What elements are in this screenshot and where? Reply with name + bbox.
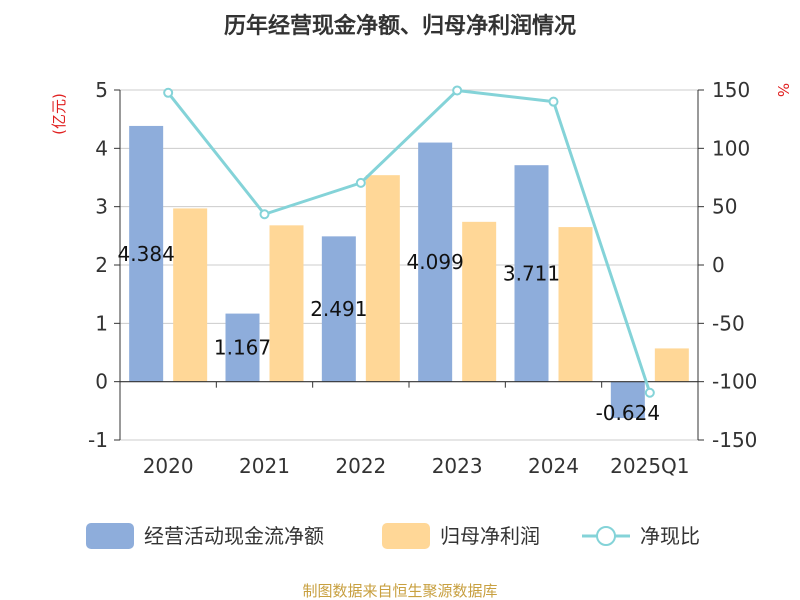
legend-label-net-profit: 归母净利润 [440,524,540,548]
data-label: 4.384 [118,242,175,266]
bar-net-profit [654,348,689,382]
x-tick-label: 2022 [335,454,386,478]
y-left-tick-label: 5 [95,78,108,102]
legend-label-operating-cashflow: 经营活动现金流净额 [144,524,324,548]
line-point [548,96,559,107]
line-point [259,209,270,220]
y-right-unit: % [774,83,792,97]
bar-operating-cashflow [514,165,549,382]
bar-net-profit [269,225,304,382]
grid-lines [120,89,698,441]
bar-net-profit [462,221,497,382]
bar-operating-cashflow [610,381,645,419]
legend-swatch-operating-cashflow [86,523,134,549]
legend: 经营活动现金流净额 归母净利润 净现比 [86,523,700,549]
bar-operating-cashflow [418,142,453,382]
legend-swatch-cash-ratio-marker [596,526,616,546]
bar-operating-cashflow [225,313,260,382]
x-tick-label: 2021 [239,454,290,478]
line-point [163,87,174,98]
line-point [644,387,655,398]
source-note: 制图数据来自恒生聚源数据库 [302,582,497,600]
y-right-tick-label: -50 [712,311,745,335]
data-labels: 4.384 1.167 2.491 4.099 3.711 -0.624 [118,242,661,425]
line-point [355,177,366,188]
bar-net-profit [365,175,400,382]
y-right-tick-label: 150 [712,78,750,102]
line-point [452,85,463,96]
bar-operating-cashflow [129,125,164,382]
x-tick-label: 2025Q1 [610,454,689,478]
legend-swatch-net-profit [382,523,430,549]
y-right-tick-label: 50 [712,195,737,219]
y-right-tick-label: -100 [712,370,757,394]
y-left-unit: (亿元) [50,93,68,135]
y-left-tick-label: 3 [95,195,108,219]
y-left-tick-label: 2 [95,253,108,277]
data-label: 1.167 [214,336,271,360]
x-tick-label: 2023 [432,454,483,478]
y-right-tick-label: 100 [712,136,750,160]
y-left-tick-label: 0 [95,370,108,394]
data-label: 3.711 [503,261,560,285]
y-left-tick-label: 4 [95,136,108,160]
y-right-tick-label: 0 [712,253,725,277]
data-label: -0.624 [596,401,660,425]
y-left-tick-label: 1 [95,311,108,335]
chart-title: 历年经营现金净额、归母净利润情况 [224,13,576,39]
line-series [163,85,655,398]
x-tick-label: 2024 [528,454,579,478]
legend-label-cash-ratio: 净现比 [640,524,700,548]
axes: -1 0 1 2 3 4 5 -150 -100 -50 0 50 100 150 2020 2021 2022… [88,78,757,478]
y-right-tick-label: -150 [712,428,757,452]
y-left-tick-label: -1 [88,428,108,452]
data-label: 2.491 [310,297,367,321]
line-cash-ratio [166,88,652,394]
bar-net-profit [173,208,208,382]
x-tick-label: 2020 [143,454,194,478]
data-label: 4.099 [407,250,464,274]
bar-series [129,125,689,419]
bar-net-profit [558,227,593,382]
bar-operating-cashflow [321,236,356,382]
